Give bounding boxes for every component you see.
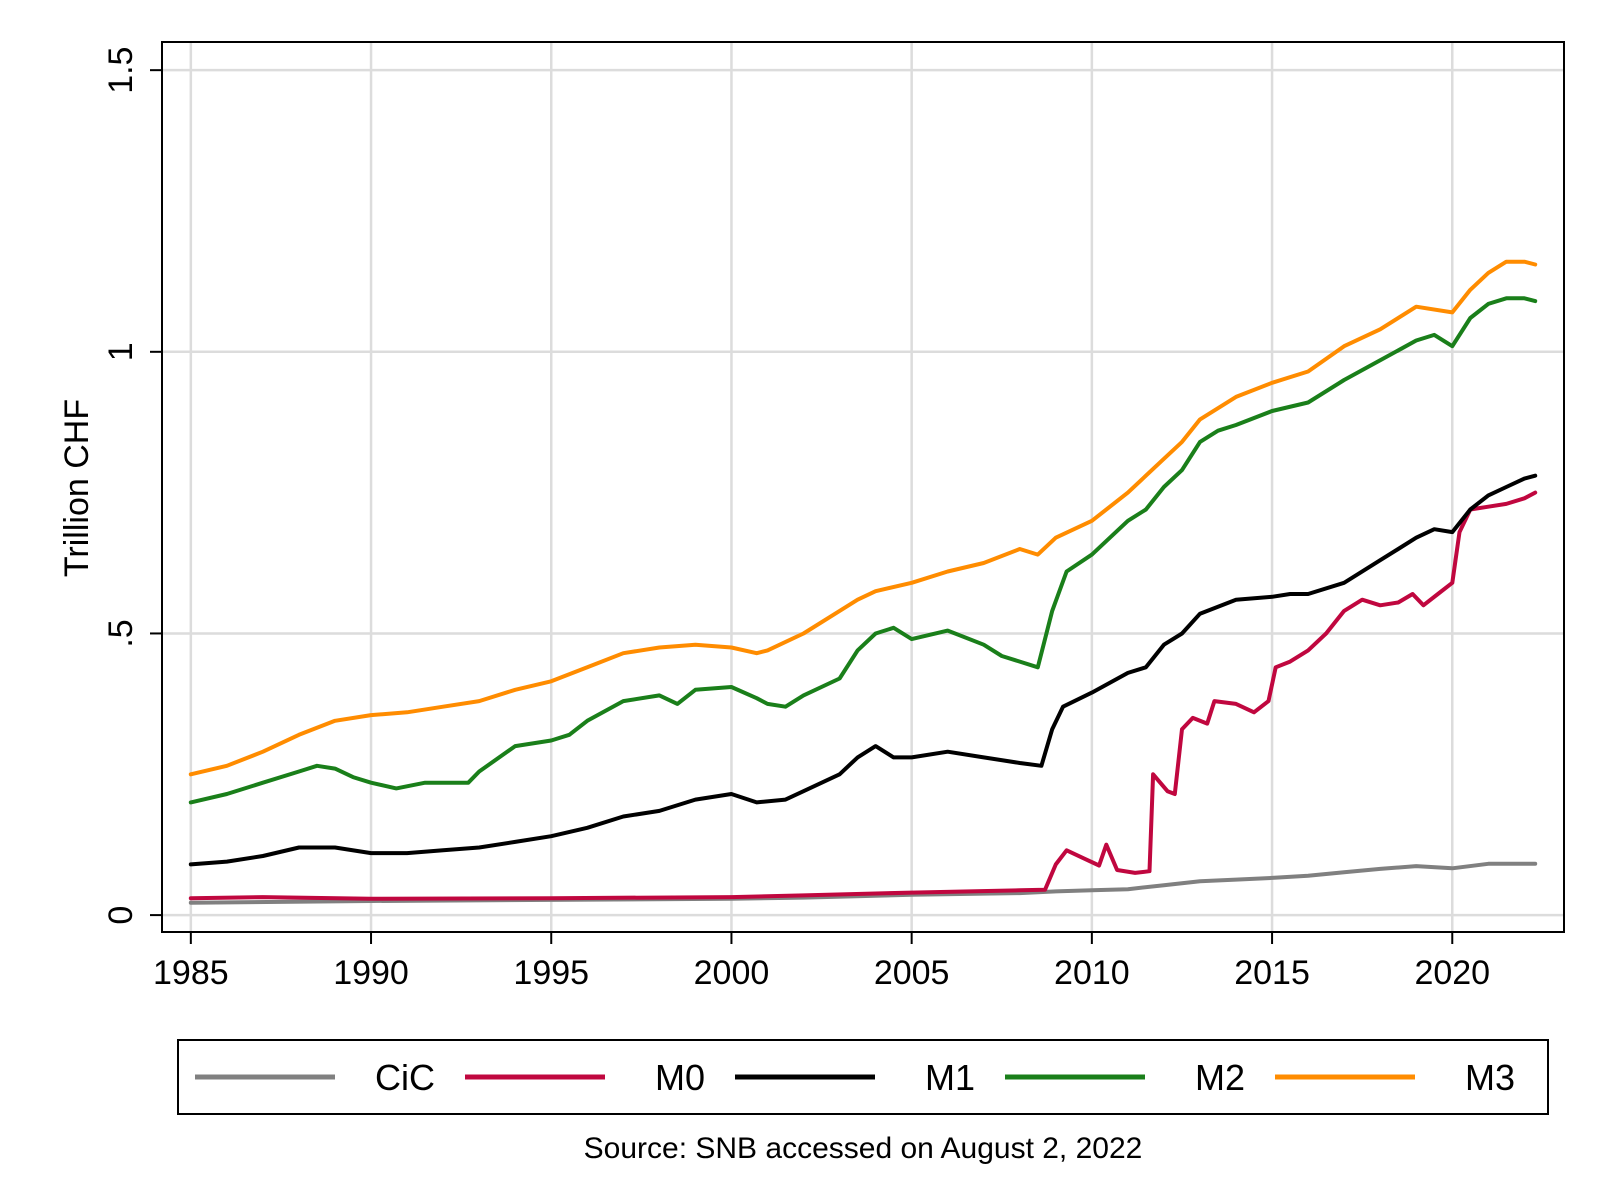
x-tick-label: 1995: [513, 954, 589, 992]
series-line-m0: [188, 490, 1538, 901]
x-tick-label: 1990: [333, 954, 409, 992]
legend-label-cic: CiC: [375, 1057, 435, 1098]
legend-label-m2: M2: [1195, 1057, 1245, 1098]
grid-lines: [162, 42, 1564, 932]
legend-label-m0: M0: [655, 1057, 705, 1098]
y-tick-label: .5: [102, 619, 140, 647]
plot-frame: [161, 41, 1565, 933]
source-note: Source: SNB accessed on August 2, 2022: [584, 1132, 1143, 1165]
legend: CiC M0 M1 M2 M3: [177, 1039, 1549, 1115]
series-lines: [188, 259, 1538, 905]
y-tick-label: 0: [102, 906, 140, 925]
y-tick-label: 1: [102, 342, 140, 361]
legend-label-m1: M1: [925, 1057, 975, 1098]
x-tick-label: 2005: [874, 954, 950, 992]
axes: 1985 1990 1995 2000 2005 2010 2015 2020 0 .5 1 1.5: [102, 47, 1490, 992]
series-line-m3: [188, 259, 1538, 777]
series-line-m2: [188, 296, 1538, 805]
x-tick-label: 2015: [1234, 954, 1310, 992]
y-tick-label: 1.5: [102, 47, 140, 94]
x-tick-label: 1985: [153, 954, 229, 992]
legend-box: [177, 1039, 1549, 1115]
y-axis-label: Trillion CHF: [58, 399, 96, 577]
x-tick-label: 2020: [1414, 954, 1490, 992]
x-tick-label: 2000: [694, 954, 770, 992]
series-line-m1: [188, 473, 1538, 867]
x-tick-label: 2010: [1054, 954, 1130, 992]
legend-label-m3: M3: [1465, 1057, 1515, 1098]
